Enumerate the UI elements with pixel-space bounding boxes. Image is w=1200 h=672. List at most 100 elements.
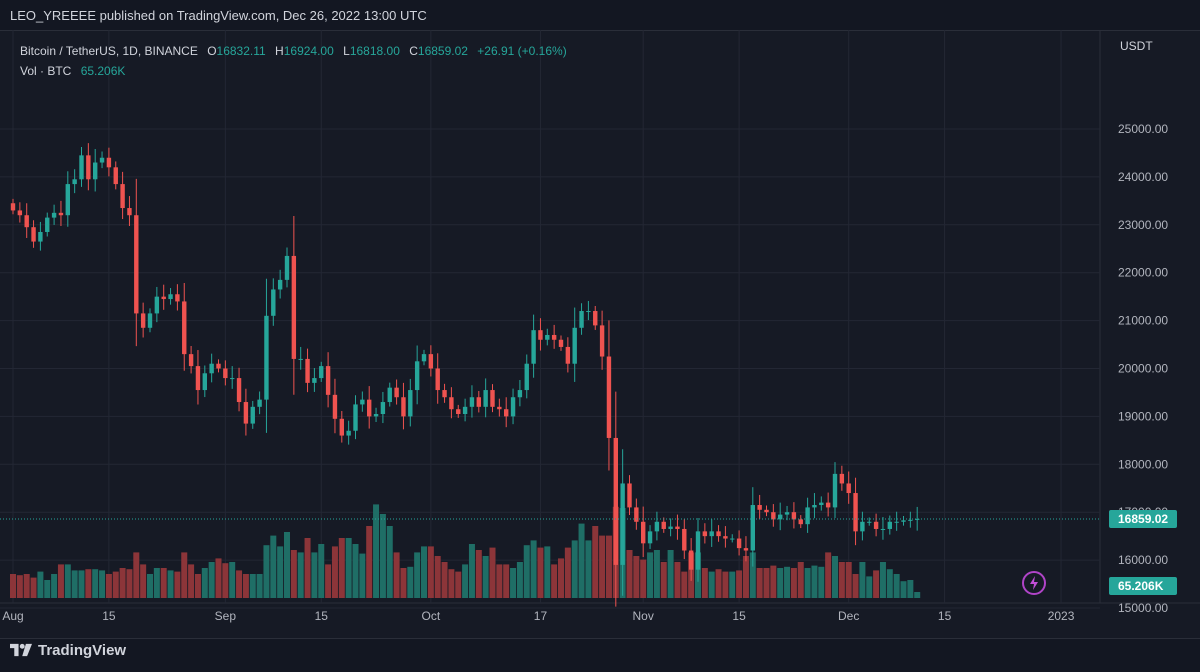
volume-bar <box>263 545 270 598</box>
volume-bar <box>914 592 921 598</box>
volume-bar <box>71 570 78 598</box>
volume-bar <box>784 566 791 598</box>
candle-body <box>634 507 639 522</box>
publisher-line: LEO_YREEEE published on TradingView.com,… <box>10 8 427 23</box>
volume-bar <box>674 562 681 598</box>
candle-body <box>339 418 344 436</box>
volume-bar <box>790 568 797 598</box>
candle-body <box>175 294 180 302</box>
candle-body <box>524 363 529 391</box>
candle-body <box>825 502 831 508</box>
volume-bar <box>256 574 263 598</box>
volume-bar <box>852 574 859 598</box>
candle-body <box>414 361 420 391</box>
price-chart[interactable]: 25000.00 24000.00 23000.00 22000.00 21000.00… <box>0 30 1200 637</box>
volume-bar <box>818 566 825 598</box>
candle-body <box>168 294 173 300</box>
candle-body <box>723 536 728 539</box>
candle-body <box>456 409 461 415</box>
volume-bar <box>633 556 640 598</box>
candle-body <box>182 301 187 355</box>
candle-body <box>127 208 132 216</box>
candle-body <box>243 402 249 424</box>
volume-bar <box>290 550 297 598</box>
volume-bar <box>23 574 30 598</box>
candle-body <box>195 366 201 391</box>
tradingview-footer[interactable]: TradingView <box>10 638 126 662</box>
candle-body <box>880 528 886 530</box>
candle-body <box>17 210 23 216</box>
volume-bar <box>907 580 914 598</box>
volume-bar <box>660 562 667 598</box>
candle-body <box>483 390 488 407</box>
volume-bar <box>304 538 311 598</box>
open-label: O <box>207 44 217 58</box>
volume-bar <box>345 538 352 598</box>
candle-body <box>202 373 207 391</box>
x-tick-label: Dec <box>838 609 859 623</box>
volume-bar <box>859 562 866 598</box>
candle-body <box>298 358 303 360</box>
volume-bar <box>523 545 530 598</box>
volume-bar <box>475 550 482 598</box>
candle-body <box>216 363 221 369</box>
candle-body <box>620 483 625 565</box>
lightning-icon[interactable] <box>1022 571 1046 595</box>
volume-bar <box>462 564 469 598</box>
volume-bar <box>167 570 174 598</box>
volume-bar <box>763 568 770 598</box>
volume-bar <box>756 568 763 598</box>
candle-body <box>730 538 735 540</box>
candle-body <box>654 521 660 532</box>
volume-bar <box>105 574 112 598</box>
candle-body <box>688 550 694 570</box>
volume-bar <box>99 570 106 598</box>
candle-body <box>113 167 118 185</box>
volume-bar <box>749 552 756 598</box>
volume-bar <box>147 574 153 598</box>
symbol-title[interactable]: Bitcoin / TetherUS, 1D, BINANCE <box>20 44 198 58</box>
candle-body <box>887 521 892 529</box>
y-tick-label: 22000.00 <box>1118 266 1168 280</box>
candle-body <box>627 483 632 508</box>
candle-body <box>695 531 701 570</box>
volume-legend-row: Vol · BTC 65.206K <box>20 61 567 81</box>
close-label: C <box>409 44 418 58</box>
volume-bar <box>742 556 749 598</box>
volume-bar <box>811 565 818 598</box>
candle-body <box>784 512 790 515</box>
volume-bar <box>373 504 380 598</box>
volume-bar <box>667 550 674 598</box>
candle-body <box>373 414 379 417</box>
x-tick-label: Nov <box>633 609 654 623</box>
x-tick-label: 15 <box>102 609 116 623</box>
volume-bar <box>496 564 503 598</box>
volume-bar <box>242 574 249 598</box>
candle-body <box>250 406 255 424</box>
close-value: 16859.02 <box>417 44 468 58</box>
candle-body <box>812 505 817 508</box>
candle-body <box>10 203 16 211</box>
candle-body <box>517 390 523 398</box>
candle-body <box>236 378 242 403</box>
candle-body <box>490 390 495 407</box>
volume-bar <box>647 552 654 598</box>
candle-body <box>380 402 386 415</box>
volume-bar <box>140 564 147 598</box>
candle-body <box>332 394 338 419</box>
volume-bar <box>78 570 85 598</box>
volume-bar <box>558 558 564 598</box>
candle-body <box>641 521 646 544</box>
volume-bar <box>64 564 71 598</box>
candle-body <box>819 502 824 506</box>
open-value: 16832.11 <box>216 44 266 58</box>
volume-bar <box>331 546 338 598</box>
candle-body <box>798 519 803 525</box>
candle-body <box>497 406 502 410</box>
candle-body <box>805 507 810 525</box>
volume-title[interactable]: Vol · BTC <box>20 64 72 78</box>
volume-value: 65.206K <box>80 64 126 78</box>
volume-bar <box>51 574 58 598</box>
volume-bar <box>838 562 845 598</box>
volume-bar <box>886 569 893 598</box>
